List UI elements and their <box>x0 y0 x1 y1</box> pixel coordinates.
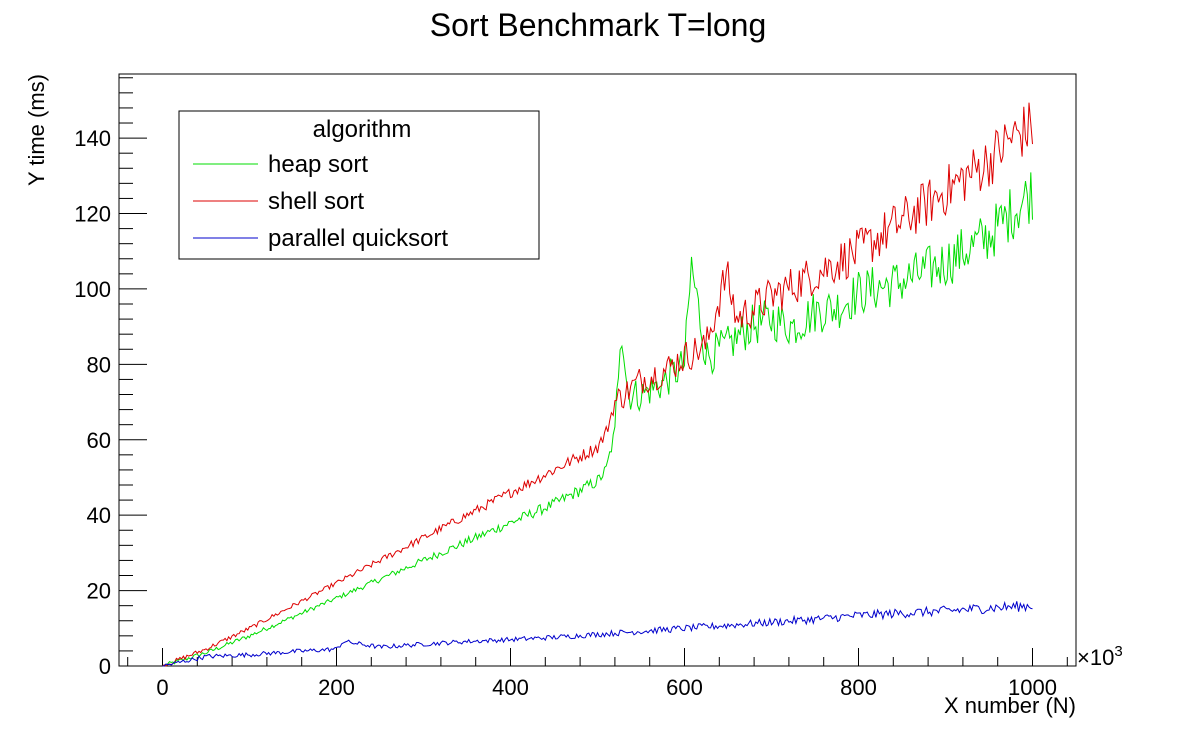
plot-frame <box>118 73 1077 667</box>
legend-entries: heap sort shell sort parallel quicksort <box>193 151 448 252</box>
y-tick-label: 140 <box>74 126 111 151</box>
chart-title: Sort Benchmark T=long <box>430 7 766 43</box>
legend-title: algorithm <box>313 116 412 143</box>
y-axis-label: Y time (ms) <box>24 74 49 186</box>
legend-label: shell sort <box>268 188 364 215</box>
legend: algorithm heap sort shell sort parallel qu… <box>178 110 540 260</box>
x-multiplier-base: ×10 <box>1077 645 1114 670</box>
series-layer <box>162 102 1033 667</box>
x-tick-label: 600 <box>666 675 703 700</box>
x-axis-multiplier: ×103 <box>1077 643 1123 670</box>
y-axis: 0 20 40 60 80 100 120 140 <box>74 77 147 679</box>
x-axis-label: X number (N) <box>944 693 1076 718</box>
x-axis: 0 200 400 600 800 1000 <box>127 648 1068 700</box>
x-tick-label: 200 <box>318 675 355 700</box>
y-tick-label: 40 <box>87 503 111 528</box>
x-tick-label: 1000 <box>1008 675 1057 700</box>
y-tick-label: 20 <box>87 579 111 604</box>
x-tick-label: 800 <box>840 675 877 700</box>
legend-label: parallel quicksort <box>268 225 448 252</box>
y-tick-label: 0 <box>99 654 111 679</box>
y-tick-label: 120 <box>74 202 111 227</box>
series-group <box>162 102 1033 667</box>
y-tick-label: 80 <box>87 352 111 377</box>
legend-box <box>178 110 540 260</box>
x-tick-label: 400 <box>492 675 529 700</box>
x-multiplier-exponent: 3 <box>1114 643 1122 660</box>
series-group <box>162 600 1033 667</box>
series-line <box>162 172 1033 667</box>
x-tick-label: 0 <box>156 675 168 700</box>
y-tick-label: 60 <box>87 428 111 453</box>
y-tick-label: 100 <box>74 277 111 302</box>
series-line <box>162 102 1033 667</box>
series-line <box>162 600 1033 667</box>
legend-label: heap sort <box>268 151 368 178</box>
